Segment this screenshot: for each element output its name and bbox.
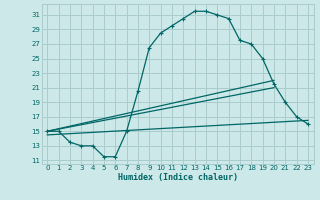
X-axis label: Humidex (Indice chaleur): Humidex (Indice chaleur)	[118, 173, 237, 182]
